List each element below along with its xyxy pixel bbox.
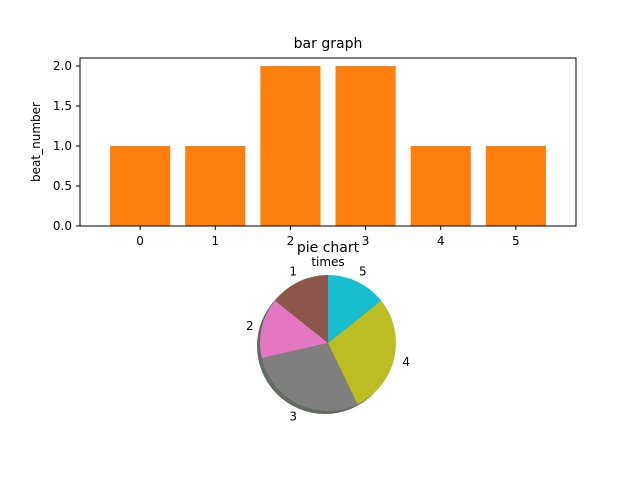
y-tick-label: 1.0	[53, 139, 72, 153]
bar-axes-frame	[79, 57, 577, 227]
x-tick-label: 4	[437, 234, 445, 248]
pie-slice-label: 1	[289, 265, 297, 279]
x-tick-label: 1	[211, 234, 219, 248]
bar-chart-title: bar graph	[294, 36, 363, 52]
pie-slice-label: 5	[359, 265, 367, 279]
pie-slice	[260, 300, 328, 359]
bar-y-axis-label: beat_number	[29, 102, 43, 182]
y-tick-label: 0.0	[53, 219, 72, 233]
bar	[335, 66, 396, 226]
bar-y-ticks: 0.0 0.5 1.0 1.5 2.0	[53, 59, 80, 233]
pie-slice-label: 3	[289, 409, 297, 423]
pie-slice	[328, 300, 396, 405]
x-tick-label: 0	[136, 234, 144, 248]
pie-slice	[261, 343, 358, 411]
pie-slice-label: 2	[246, 319, 254, 333]
pie-chart: 1 2 3 4 5 pie chart	[246, 240, 410, 423]
y-tick-label: 2.0	[53, 59, 72, 73]
y-tick-label: 1.5	[53, 99, 72, 113]
bar-x-axis-label: times	[311, 255, 344, 269]
bar-series	[110, 66, 546, 226]
pie-slice	[328, 275, 382, 343]
pie-slice-label: 4	[402, 355, 410, 369]
x-tick-label: 2	[287, 234, 295, 248]
x-tick-label: 5	[512, 234, 520, 248]
pie-slice	[274, 275, 328, 343]
y-tick-label: 0.5	[53, 179, 72, 193]
pie-slices	[260, 275, 396, 411]
bar	[410, 146, 471, 226]
bar	[260, 66, 321, 226]
pie-labels: 1 2 3 4 5	[246, 265, 410, 424]
bar-x-ticks: 0 1 2 3 4 5	[136, 226, 520, 248]
bar	[110, 146, 171, 226]
x-tick-label: 3	[362, 234, 370, 248]
bar	[485, 146, 546, 226]
pie-chart-title: pie chart	[297, 240, 360, 256]
bar-chart: bar graph 0 1 2 3 4 5 0.0 0.5 1.0 1.5 2.0 times b…	[29, 36, 577, 269]
bar	[185, 146, 246, 226]
